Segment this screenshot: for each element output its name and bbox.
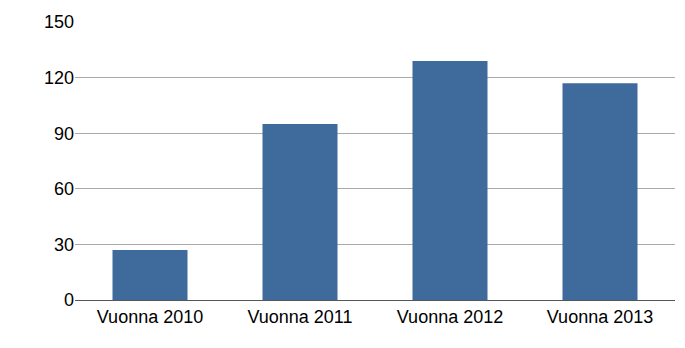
svg-text:Vuonna 2011: Vuonna 2011 [247, 307, 352, 327]
svg-text:30: 30 [54, 235, 74, 255]
svg-text:Vuonna 2010: Vuonna 2010 [97, 307, 203, 327]
svg-text:Vuonna 2012: Vuonna 2012 [397, 307, 503, 327]
svg-text:Vuonna 2013: Vuonna 2013 [547, 307, 653, 327]
svg-text:90: 90 [54, 124, 74, 144]
svg-text:120: 120 [44, 68, 74, 88]
svg-text:150: 150 [44, 12, 74, 32]
svg-text:0: 0 [64, 290, 74, 310]
svg-text:60: 60 [54, 179, 74, 199]
